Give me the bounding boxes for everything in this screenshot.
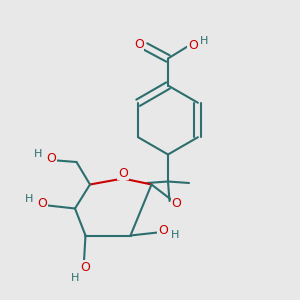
Text: H: H [25, 194, 34, 204]
Text: H: H [171, 230, 179, 241]
Text: O: O [47, 152, 56, 166]
Text: O: O [158, 224, 168, 238]
Text: O: O [38, 197, 47, 210]
Text: O: O [171, 197, 181, 210]
Text: H: H [200, 35, 208, 46]
Text: H: H [71, 273, 79, 283]
Text: O: O [118, 167, 128, 180]
Text: H: H [34, 149, 43, 159]
Text: O: O [134, 38, 144, 52]
Text: O: O [188, 39, 198, 52]
Text: O: O [80, 261, 90, 274]
